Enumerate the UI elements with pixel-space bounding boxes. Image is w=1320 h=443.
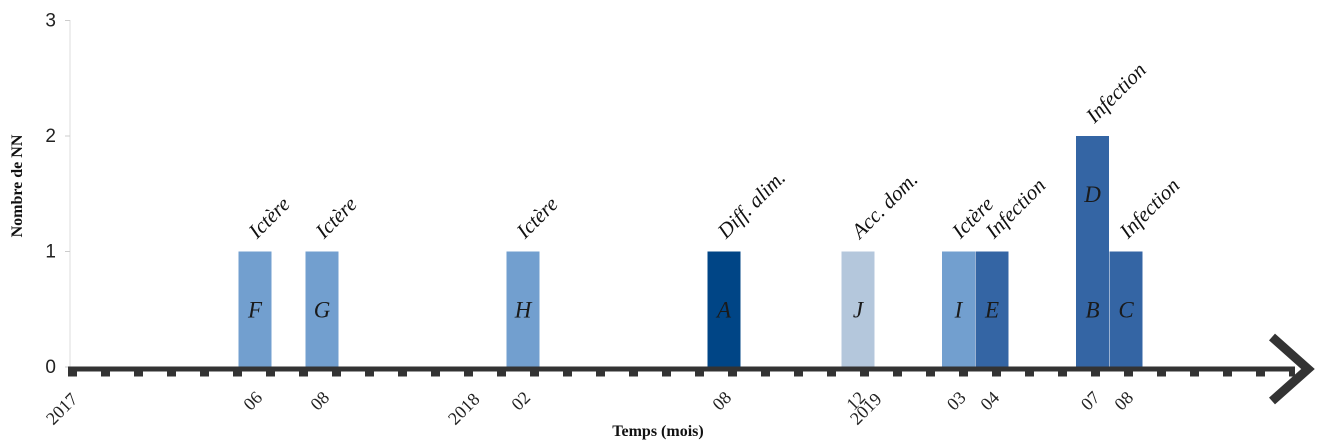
case-label: C [1118,297,1134,322]
time-axis-arrow [68,333,1315,405]
case-label: A [715,297,732,322]
bar [841,251,875,367]
x-axis-tick-labels: 06 08 02 08 12 03 04 07 08 [239,387,1137,414]
bar-annotation: Ictère [243,192,295,244]
bar-annotation: Infection [1114,173,1184,243]
x-tick-label: 03 [943,387,970,414]
x-axis-title: Temps (mois) [612,423,703,440]
x-tick-label: 08 [306,387,333,414]
x-tick-label: 02 [507,387,534,414]
arrow-head-icon [1269,333,1315,405]
x-tick-label: 07 [1077,387,1104,414]
x-tick-label: 08 [1110,387,1137,414]
bar [942,251,975,367]
y-tick-label: 3 [45,11,56,32]
case-label: E [984,297,999,322]
bars: F Ictère G Ictère H Ictère A Diff. alim. J Acc. d… [238,58,1184,367]
case-label: H [514,297,533,322]
y-axis-title: Nombre de NN [9,134,26,237]
year-label: 2017 [42,389,82,429]
bar [707,251,741,367]
x-tick-label: 06 [239,387,266,414]
case-label: F [247,297,263,322]
x-tick-label: 08 [708,387,735,414]
y-axis-ticks: 0 1 2 3 [45,11,70,378]
bar [975,251,1009,367]
case-label: D [1083,182,1101,207]
bar [1109,251,1143,367]
bar [1076,136,1109,367]
x-tick-label: 04 [976,387,1003,414]
case-label: G [314,297,331,322]
bar-annotation: Diff. alim. [712,165,790,243]
bar-annotation: Infection [1080,58,1150,128]
year-labels: 2017 2018 2019 [42,389,886,429]
bar [506,251,540,367]
case-label: B [1085,297,1099,322]
bar [305,251,339,367]
bar [238,251,272,367]
year-label: 2018 [444,389,484,429]
y-tick-label: 1 [45,242,56,263]
bar-annotation: Ictère [310,192,362,244]
bar-annotation: Ictère [511,192,563,244]
case-label: J [853,297,865,322]
case-label: I [954,297,964,322]
bar-annotation: Acc. dom. [845,167,922,244]
y-tick-label: 0 [45,357,56,378]
y-tick-label: 2 [45,126,56,147]
